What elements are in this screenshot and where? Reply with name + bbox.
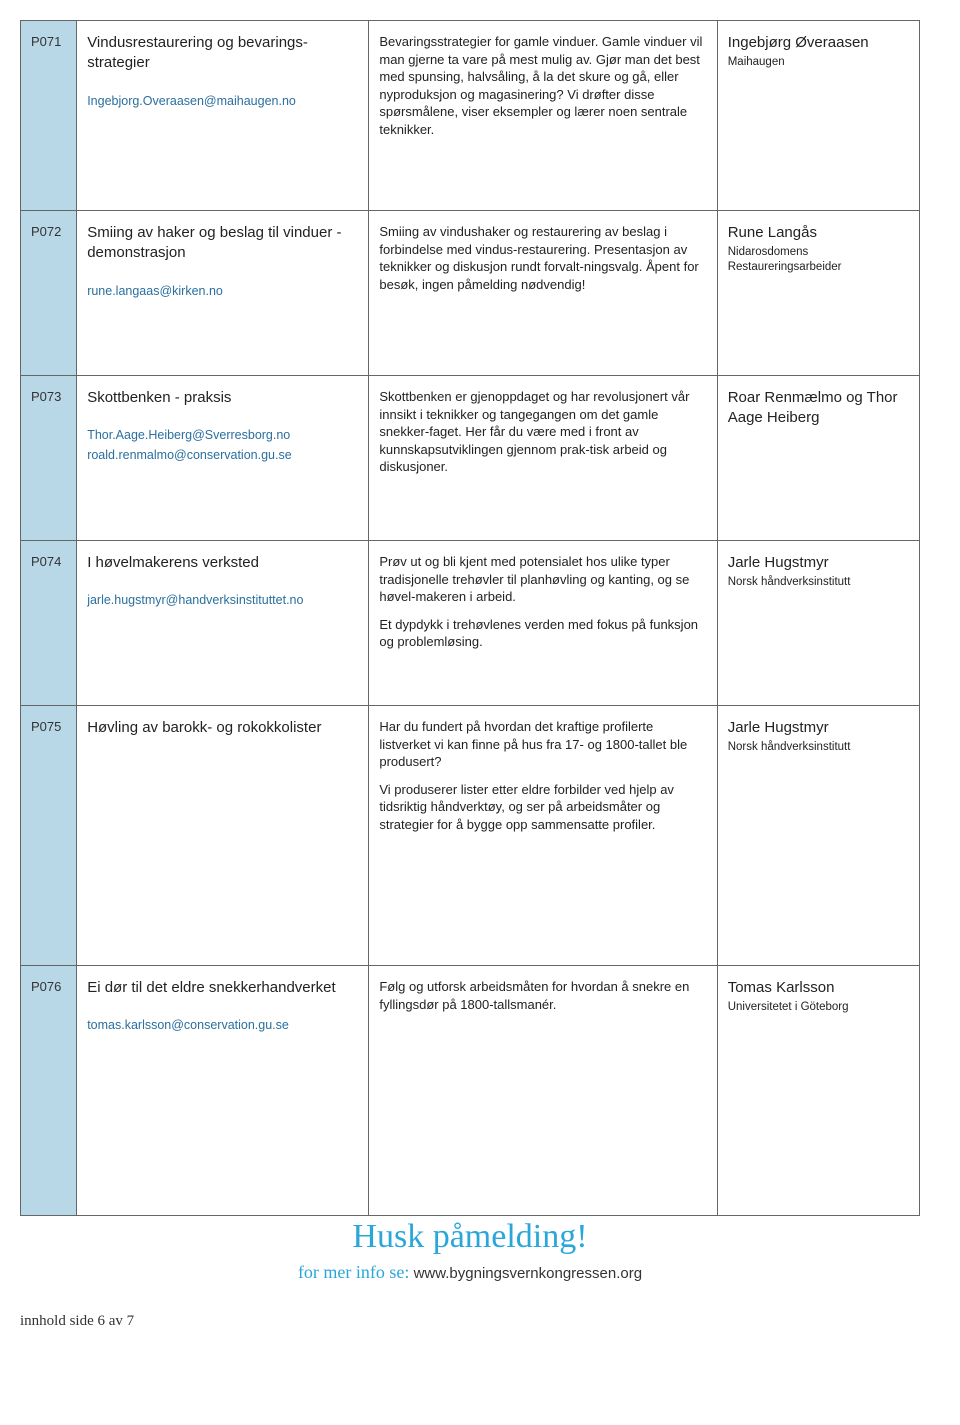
presenter-name: Roar Renmælmo og Thor Aage Heiberg bbox=[728, 388, 909, 429]
session-description: Skottbenken er gjenoppdaget og har revol… bbox=[379, 388, 706, 476]
session-title-cell: Høvling av barokk- og rokokkolister bbox=[77, 706, 369, 966]
email-link[interactable]: Ingebjorg.Overaasen@maihaugen.no bbox=[87, 92, 358, 110]
session-description: Følg og utforsk arbeidsmåten for hvordan… bbox=[379, 978, 706, 1013]
session-description-cell: Har du fundert på hvordan det kraftige p… bbox=[369, 706, 717, 966]
table-row: P075 Høvling av barokk- og rokokkolister H… bbox=[21, 706, 920, 966]
presenter-role: Maihaugen bbox=[728, 55, 909, 69]
email-link[interactable]: rune.langaas@kirken.no bbox=[87, 282, 358, 300]
table-row: P076Ei dør til det eldre snekkerhandverk… bbox=[21, 966, 920, 1216]
session-title-cell: Vindusrestaurering og bevarings-strategi… bbox=[77, 21, 369, 211]
session-title: Ei dør til det eldre snekkerhandverket bbox=[87, 978, 358, 998]
session-emails: jarle.hugstmyr@handverksinstituttet.no bbox=[87, 591, 358, 609]
email-link[interactable]: jarle.hugstmyr@handverksinstituttet.no bbox=[87, 591, 358, 609]
info-url: www.bygningsvernkongressen.org bbox=[414, 1265, 642, 1282]
session-description: Smiing av vindushaker og restaurering av… bbox=[379, 223, 706, 293]
presenter-cell: Tomas Karlsson Universitetet i Göteborg bbox=[717, 966, 919, 1216]
presenter-name: Jarle Hugstmyr bbox=[728, 553, 909, 573]
table-row: P073 Skottbenken - praksis Thor.Aage.Heibe… bbox=[21, 376, 920, 541]
presenter-role: Nidarosdomens Restaureringsarbeider bbox=[728, 245, 909, 274]
session-description-cell: Prøv ut og bli kjent med potensialet hos… bbox=[369, 541, 717, 706]
info-label: for mer info se: bbox=[298, 1262, 409, 1282]
email-link[interactable]: roald.renmalmo@conservation.gu.se bbox=[87, 446, 358, 464]
session-description: Har du fundert på hvordan det kraftige p… bbox=[379, 718, 706, 771]
session-title: Skottbenken - praksis bbox=[87, 388, 358, 408]
session-description-cell: Følg og utforsk arbeidsmåten for hvordan… bbox=[369, 966, 717, 1216]
session-emails: Ingebjorg.Overaasen@maihaugen.no bbox=[87, 92, 358, 110]
session-code: P076 bbox=[21, 966, 77, 1216]
email-link[interactable]: tomas.karlsson@conservation.gu.se bbox=[87, 1016, 358, 1034]
session-title: Smiing av haker og beslag til vinduer - … bbox=[87, 223, 358, 264]
presenter-name: Rune Langås bbox=[728, 223, 909, 243]
presenter-cell: Rune LangåsNidarosdomens Restaureringsar… bbox=[717, 211, 919, 376]
session-description: Vi produserer lister etter eldre forbild… bbox=[379, 781, 706, 834]
table-row: P071Vindusrestaurering og bevarings-stra… bbox=[21, 21, 920, 211]
session-description-cell: Skottbenken er gjenoppdaget og har revol… bbox=[369, 376, 717, 541]
presenter-role: Norsk håndverksinstitutt bbox=[728, 740, 909, 754]
session-emails: tomas.karlsson@conservation.gu.se bbox=[87, 1016, 358, 1034]
session-title-cell: Skottbenken - praksis Thor.Aage.Heiberg@S… bbox=[77, 376, 369, 541]
presenter-cell: Jarle Hugstmyr Norsk håndverksinstitutt bbox=[717, 541, 919, 706]
presenter-cell: Jarle Hugstmyr Norsk håndverksinstitutt bbox=[717, 706, 919, 966]
presenter-role: Norsk håndverksinstitutt bbox=[728, 575, 909, 589]
email-link[interactable]: Thor.Aage.Heiberg@Sverresborg.no bbox=[87, 426, 358, 444]
session-code: P071 bbox=[21, 21, 77, 211]
session-description-cell: Bevaringsstrategier for gamle vinduer. G… bbox=[369, 21, 717, 211]
session-code: P073 bbox=[21, 376, 77, 541]
presenter-cell: Ingebjørg Øveraasen Maihaugen bbox=[717, 21, 919, 211]
session-emails: rune.langaas@kirken.no bbox=[87, 282, 358, 300]
page-footer: innhold side 6 av 7 bbox=[20, 1313, 920, 1330]
presenter-name: Ingebjørg Øveraasen bbox=[728, 33, 909, 53]
session-title: Høvling av barokk- og rokokkolister bbox=[87, 718, 358, 738]
session-title-cell: I høvelmakerens verksted jarle.hugstmyr@h… bbox=[77, 541, 369, 706]
session-code: P072 bbox=[21, 211, 77, 376]
session-description: Bevaringsstrategier for gamle vinduer. G… bbox=[379, 33, 706, 138]
session-code: P074 bbox=[21, 541, 77, 706]
session-title-cell: Smiing av haker og beslag til vinduer - … bbox=[77, 211, 369, 376]
info-line: for mer info se: www.bygningsvernkongres… bbox=[20, 1262, 920, 1283]
session-table: P071Vindusrestaurering og bevarings-stra… bbox=[20, 20, 920, 1216]
presenter-cell: Roar Renmælmo og Thor Aage Heiberg bbox=[717, 376, 919, 541]
session-title-cell: Ei dør til det eldre snekkerhandverket to… bbox=[77, 966, 369, 1216]
reminder-heading: Husk påmelding! bbox=[20, 1218, 920, 1256]
table-row: P074 I høvelmakerens verksted jarle.hugstm… bbox=[21, 541, 920, 706]
presenter-name: Tomas Karlsson bbox=[728, 978, 909, 998]
session-emails: Thor.Aage.Heiberg@Sverresborg.no roald.re… bbox=[87, 426, 358, 464]
session-code: P075 bbox=[21, 706, 77, 966]
session-description: Prøv ut og bli kjent med potensialet hos… bbox=[379, 553, 706, 606]
session-title: I høvelmakerens verksted bbox=[87, 553, 358, 573]
presenter-role: Universitetet i Göteborg bbox=[728, 1000, 909, 1014]
session-description: Et dypdykk i trehøvlenes verden med foku… bbox=[379, 616, 706, 651]
session-title: Vindusrestaurering og bevarings-strategi… bbox=[87, 33, 358, 74]
session-description-cell: Smiing av vindushaker og restaurering av… bbox=[369, 211, 717, 376]
table-row: P072Smiing av haker og beslag til vindue… bbox=[21, 211, 920, 376]
presenter-name: Jarle Hugstmyr bbox=[728, 718, 909, 738]
